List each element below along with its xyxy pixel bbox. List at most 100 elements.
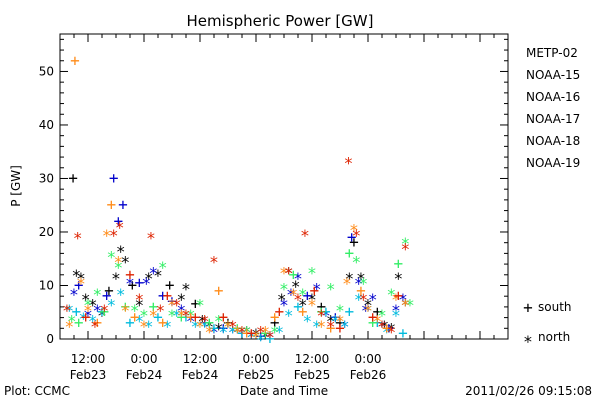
- point-noaa-15: *: [149, 263, 159, 282]
- point-noaa-15: *: [228, 322, 238, 341]
- point-noaa-16: *: [275, 322, 285, 341]
- x-tick-label-date: Feb25: [294, 368, 331, 382]
- point-noaa-15: +: [167, 292, 177, 311]
- x-axis: 12:00 Feb23 0:00 Feb24 12:00 Feb24 0:00 Feb25 12…: [59, 34, 509, 382]
- point-noaa-17: *: [158, 258, 168, 277]
- point-noaa-15: *: [361, 301, 371, 320]
- point-noaa-15: +: [158, 286, 168, 305]
- point-noaa-19: +: [163, 286, 173, 305]
- point-noaa-17: *: [335, 301, 345, 320]
- point-noaa-15: *: [286, 285, 296, 304]
- point-noaa-17: +: [121, 297, 131, 316]
- point-noaa-15: *: [265, 328, 275, 347]
- point-noaa-16: *: [219, 322, 229, 341]
- point-noaa-16: *: [331, 312, 341, 331]
- point-noaa-18: *: [307, 296, 317, 315]
- point-noaa-17: *: [195, 296, 205, 315]
- point-metp-02: +: [373, 302, 383, 321]
- point-noaa-17: *: [405, 296, 415, 315]
- point-noaa-19: *: [265, 328, 275, 347]
- point-noaa-19: *: [344, 154, 354, 173]
- point-noaa-18: *: [195, 317, 205, 336]
- point-metp-02: *: [177, 290, 187, 309]
- point-noaa-18: +: [298, 302, 308, 321]
- point-metp-02: *: [111, 269, 121, 288]
- point-noaa-17: +: [100, 302, 110, 321]
- point-noaa-18: *: [102, 226, 112, 245]
- y-tick-label: 40: [39, 118, 54, 132]
- point-noaa-18: *: [251, 328, 261, 347]
- point-metp-02: *: [242, 322, 252, 341]
- data-points: +*****+***+** * +**+** * + * * * *+**** * +* +*+** +…: [62, 51, 415, 350]
- x-tick-label-time: 12:00: [183, 352, 218, 366]
- point-metp-02: *: [345, 269, 355, 288]
- point-metp-02: +: [104, 281, 114, 300]
- point-noaa-16: +: [265, 329, 275, 348]
- point-metp-02: +: [128, 275, 138, 294]
- point-noaa-19: *: [109, 226, 119, 245]
- point-noaa-19: *: [359, 290, 369, 309]
- point-noaa-17: *: [326, 279, 336, 298]
- point-metp-02: *: [144, 269, 154, 288]
- point-noaa-15: *: [368, 290, 378, 309]
- point-noaa-18: *: [83, 301, 93, 320]
- point-noaa-18: *: [76, 274, 86, 293]
- point-metp-02: +: [68, 168, 78, 187]
- point-noaa-17: *: [214, 312, 224, 331]
- point-metp-02: *: [121, 253, 131, 272]
- point-noaa-19: *: [317, 306, 327, 325]
- point-noaa-16: *: [65, 301, 75, 320]
- point-noaa-17: *: [139, 306, 149, 325]
- point-noaa-18: *: [401, 296, 411, 315]
- point-noaa-18: +: [130, 308, 140, 327]
- point-noaa-17: *: [223, 317, 233, 336]
- series-legend: METP-02 NOAA-15 NOAA-16 NOAA-17 NOAA-18 NOAA-…: [526, 46, 580, 170]
- point-noaa-18: +: [326, 318, 336, 337]
- point-noaa-15: *: [377, 317, 387, 336]
- point-noaa-18: +: [158, 313, 168, 332]
- point-noaa-16: +: [345, 302, 355, 321]
- y-tick-label: 0: [46, 332, 54, 346]
- point-metp-02: +: [270, 313, 280, 332]
- point-noaa-18: *: [233, 322, 243, 341]
- point-noaa-17: *: [130, 301, 140, 320]
- legend-item-metp-02: METP-02: [526, 46, 578, 60]
- point-noaa-18: +: [356, 281, 366, 300]
- marker-glyph-south: +: [523, 298, 533, 317]
- point-noaa-19: *: [401, 239, 411, 258]
- x-tick-label-time: 12:00: [295, 352, 330, 366]
- point-noaa-16: *: [382, 322, 392, 341]
- point-noaa-17: +: [394, 254, 404, 273]
- point-noaa-15: *: [293, 269, 303, 288]
- point-noaa-18: +: [70, 51, 80, 70]
- point-noaa-16: *: [228, 322, 238, 341]
- point-metp-02: *: [72, 266, 82, 285]
- point-metp-02: *: [380, 317, 390, 336]
- point-metp-02: *: [251, 325, 261, 344]
- point-metp-02: *: [214, 320, 224, 339]
- x-axis-label: Date and Time: [240, 384, 328, 398]
- point-metp-02: *: [387, 320, 397, 339]
- point-noaa-15: *: [391, 301, 401, 320]
- point-noaa-17: *: [359, 274, 369, 293]
- point-noaa-15: *: [247, 328, 257, 347]
- point-noaa-17: *: [67, 312, 77, 331]
- marker-label-south: south: [538, 300, 572, 314]
- point-noaa-18: +: [107, 195, 117, 214]
- point-noaa-16: +: [125, 313, 135, 332]
- point-noaa-19: *: [352, 226, 362, 245]
- point-noaa-19: *: [115, 218, 125, 237]
- point-noaa-15: *: [93, 301, 103, 320]
- point-noaa-16: +: [153, 308, 163, 327]
- point-noaa-19: *: [156, 301, 166, 320]
- x-tick-label-date: Feb26: [350, 368, 387, 382]
- point-metp-02: *: [88, 296, 98, 315]
- point-metp-02: *: [76, 269, 86, 288]
- point-noaa-16: +: [209, 318, 219, 337]
- point-noaa-15: +: [303, 286, 313, 305]
- point-noaa-18: *: [279, 263, 289, 282]
- point-noaa-15: +: [200, 313, 210, 332]
- point-noaa-18: *: [349, 221, 359, 240]
- point-noaa-19: +: [247, 324, 257, 343]
